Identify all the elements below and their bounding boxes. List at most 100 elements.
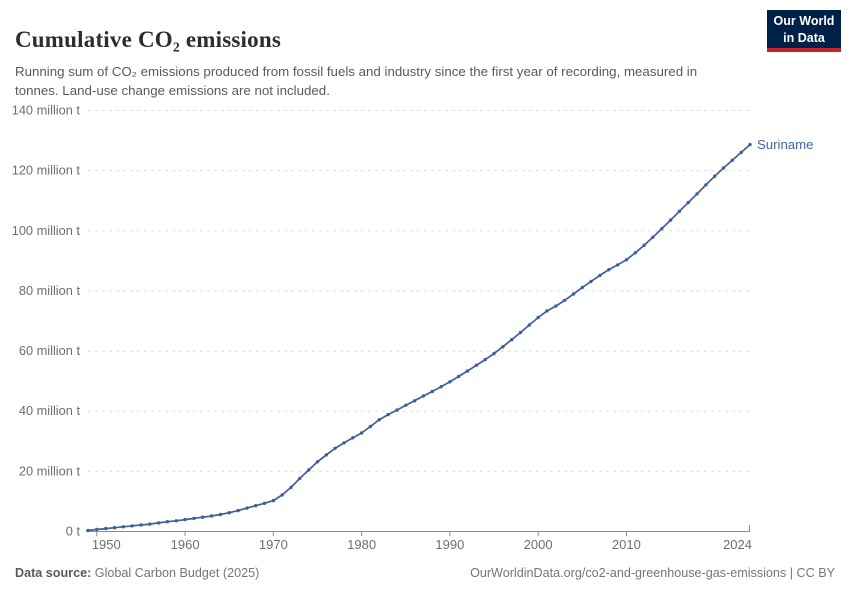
data-point [183,517,187,522]
data-point [95,527,99,532]
data-point [571,292,576,296]
data-point [377,418,381,422]
chart-footer: Data source: Global Carbon Budget (2025)… [15,566,835,580]
data-point [104,526,108,531]
chart-subtitle: Running sum of CO₂ emissions produced fr… [15,64,698,99]
license-badge: | CC BY [786,566,835,580]
data-point [280,493,284,497]
data-point [130,524,134,528]
data-point [404,403,408,407]
data-point [112,526,117,530]
data-point [730,158,734,162]
data-point [465,369,470,373]
data-source-value: Global Carbon Budget (2025) [91,566,260,580]
data-point [483,357,487,362]
data-point [642,243,646,247]
data-point [580,285,584,290]
data-point [510,338,514,342]
data-point [589,279,593,284]
y-axis-tick-label: 20 million t [19,463,81,478]
x-axis-tick-label: 2010 [612,537,641,552]
data-point [651,235,655,239]
data-point [615,263,620,267]
data-point [148,522,152,526]
data-point [218,512,223,517]
data-point [262,501,267,505]
x-axis-tick-label: 1960 [171,537,200,552]
owid-logo-line2: in Data [783,31,825,45]
entity-label[interactable]: Suriname [757,137,813,152]
data-point [448,380,452,384]
data-point [227,511,231,515]
data-point [368,424,373,429]
data-point [209,514,214,518]
x-axis-tick-label: 2024 [723,537,752,552]
data-point [165,520,170,524]
data-point [245,506,249,510]
data-point [554,304,558,308]
y-axis-tick-label: 0 t [66,524,81,539]
x-axis-tick-label: 1970 [259,537,288,552]
data-point [386,412,390,417]
data-point [457,374,461,379]
data-point [121,525,126,529]
data-point [536,315,540,320]
data-point [501,345,505,349]
data-point [607,268,611,272]
data-point [298,476,302,481]
x-axis-tick-label: 2000 [524,537,553,552]
y-axis-tick-label: 80 million t [19,283,81,298]
data-point [174,519,178,523]
data-point [236,508,240,513]
data-point [660,227,664,231]
data-point [139,523,143,527]
data-point [439,385,443,389]
y-axis-tick-label: 40 million t [19,403,81,418]
data-source-note: Data source: Global Carbon Budget (2025) [15,566,259,580]
y-axis-tick-label: 140 million t [12,103,81,118]
x-axis-tick-label: 1950 [92,537,121,552]
x-axis-tick-label: 1980 [347,537,376,552]
data-point [421,394,426,398]
data-point [492,351,496,356]
data-point [156,521,161,525]
data-point [598,273,602,278]
data-point [739,150,743,155]
data-point [624,258,629,262]
data-point [677,209,682,213]
data-point [721,166,726,170]
owid-logo-line1: Our World [773,14,835,28]
data-point [713,174,717,178]
data-point [271,498,276,503]
data-point [527,323,531,327]
plot-area[interactable] [88,98,750,531]
owid-url-link[interactable]: OurWorldinData.org/co2-and-greenhouse-ga… [470,566,787,580]
data-source-label: Data source: [15,566,92,580]
data-point [412,399,417,403]
page-title: Cumulative CO₂ emissions [15,27,281,53]
y-axis-tick-label: 120 million t [12,163,81,178]
data-point [289,485,293,490]
y-axis-tick-label: 60 million t [19,343,81,358]
data-point [474,363,479,367]
data-point [748,142,752,147]
data-point [342,441,346,445]
data-point [518,330,523,335]
data-point [430,389,434,394]
data-point [254,504,258,508]
y-axis-tick-label: 100 million t [12,223,81,238]
data-point [545,309,549,313]
data-point [307,468,311,472]
data-point [315,460,320,464]
data-point [668,218,673,222]
data-point [562,298,567,303]
data-point [86,528,90,533]
series-line-suriname [87,143,751,532]
owid-logo[interactable]: Our World in Data [767,10,841,52]
x-axis-tick-label: 1990 [435,537,464,552]
data-point [333,446,337,450]
attribution-note: OurWorldinData.org/co2-and-greenhouse-ga… [470,566,835,580]
data-point [359,431,364,435]
